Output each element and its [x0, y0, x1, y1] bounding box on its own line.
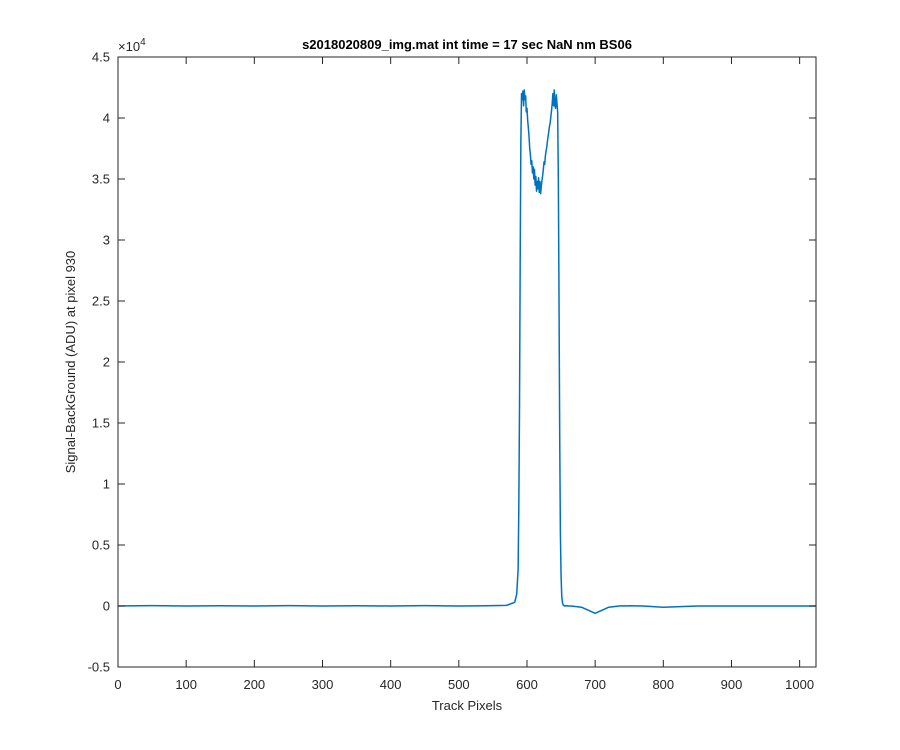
x-tick-label: 900 — [721, 677, 743, 692]
x-tick-label: 500 — [448, 677, 470, 692]
y-tick-label: 0.5 — [92, 538, 110, 553]
x-axis-title: Track Pixels — [432, 698, 503, 713]
y-exponent-power: 4 — [140, 37, 146, 48]
y-axis-title: Signal-BackGround (ADU) at pixel 930 — [63, 251, 78, 474]
plot-area: 0 100 200 300 400 500 600 700 800 900 1000 -0.5 0 0.… — [88, 50, 817, 692]
y-tick-label: 0 — [103, 599, 110, 614]
chart-title: s2018020809_img.mat int time = 17 sec Na… — [302, 37, 632, 52]
y-tick-label: 1.5 — [92, 416, 110, 431]
x-tick-label: 600 — [516, 677, 538, 692]
x-tick-label: 100 — [175, 677, 197, 692]
x-tick-label: 1000 — [785, 677, 814, 692]
x-axis: 0 100 200 300 400 500 600 700 800 900 1000 — [114, 57, 814, 692]
x-tick-label: 700 — [584, 677, 606, 692]
x-tick-label: 300 — [312, 677, 334, 692]
y-axis: -0.5 0 0.5 1 1.5 2 2.5 3 3.5 4 4.5 — [88, 50, 816, 675]
x-tick-label: 0 — [114, 677, 121, 692]
y-tick-label: 2 — [103, 355, 110, 370]
y-tick-label: 1 — [103, 477, 110, 492]
y-tick-label: 3 — [103, 233, 110, 248]
y-tick-label: 3.5 — [92, 172, 110, 187]
y-tick-label: 4 — [103, 111, 110, 126]
y-tick-label: 4.5 — [92, 50, 110, 65]
y-tick-label: -0.5 — [88, 660, 110, 675]
y-exponent-label: ×104 — [118, 37, 146, 54]
y-exponent-base: ×10 — [118, 39, 140, 54]
x-tick-label: 400 — [380, 677, 402, 692]
line-layer — [117, 89, 816, 615]
x-tick-label: 200 — [243, 677, 265, 692]
y-tick-label: 2.5 — [92, 294, 110, 309]
series-line-1 — [117, 89, 816, 615]
axes-background — [118, 57, 816, 667]
x-tick-label: 800 — [652, 677, 674, 692]
